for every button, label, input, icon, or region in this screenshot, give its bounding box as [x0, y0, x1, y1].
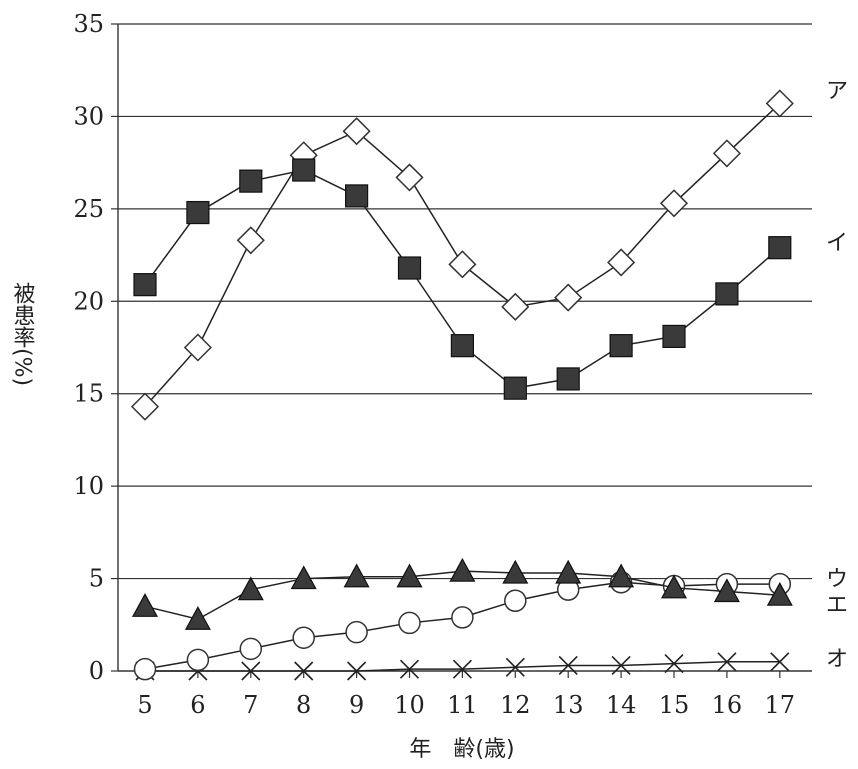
data-point — [501, 292, 530, 321]
data-point — [292, 626, 315, 649]
data-point — [183, 333, 212, 362]
y-tick-label: 15 — [73, 380, 104, 408]
data-point — [343, 563, 370, 588]
y-tick-label: 25 — [73, 195, 104, 223]
data-point — [342, 117, 371, 146]
data-point — [712, 139, 741, 168]
data-point — [664, 654, 684, 674]
series-4 — [131, 557, 793, 630]
data-point — [713, 578, 740, 603]
data-point — [611, 655, 631, 676]
data-point — [770, 652, 790, 672]
data-point — [766, 581, 793, 606]
series-3 — [133, 571, 792, 681]
data-point — [345, 184, 369, 208]
series-label: ウ — [826, 567, 848, 592]
x-tick-label: 8 — [296, 691, 311, 719]
data-point — [292, 158, 316, 182]
data-point — [131, 593, 159, 617]
x-tick-label: 6 — [190, 691, 205, 719]
data-point — [448, 250, 477, 279]
x-tick-label: 17 — [765, 691, 796, 719]
series-label: オ — [826, 647, 848, 672]
data-point — [556, 367, 580, 391]
data-point — [607, 248, 636, 277]
data-point — [399, 659, 420, 679]
series-group — [130, 89, 794, 681]
data-point — [715, 282, 739, 306]
series-2 — [133, 158, 792, 400]
data-point — [396, 563, 423, 588]
data-point — [452, 659, 472, 679]
x-tick-label: 13 — [553, 691, 584, 719]
data-point — [558, 655, 578, 676]
data-point — [237, 576, 264, 601]
data-point — [184, 605, 211, 630]
y-tick-label: 35 — [73, 10, 104, 38]
data-point — [502, 559, 529, 584]
data-point — [133, 657, 157, 681]
x-axis-label: 年 齢(歳) — [409, 737, 514, 762]
data-point — [717, 652, 737, 672]
data-point — [397, 256, 422, 280]
data-point — [504, 589, 527, 613]
y-tick-label: 0 — [89, 657, 104, 685]
data-point — [290, 565, 317, 590]
series-label: イ — [826, 231, 848, 256]
gridlines — [118, 23, 812, 580]
data-point — [294, 661, 314, 681]
y-tick-label: 20 — [73, 287, 104, 315]
y-tick-label: 10 — [73, 472, 104, 500]
series-1 — [130, 89, 794, 421]
data-point — [662, 324, 686, 349]
x-tick-label: 14 — [606, 691, 637, 719]
y-tick-labels: 0 5 10 15 20 25 30 35 — [73, 10, 104, 685]
data-point — [659, 189, 689, 218]
series-5 — [135, 652, 790, 681]
data-point — [505, 657, 525, 677]
data-point — [554, 283, 583, 312]
data-point — [186, 200, 210, 225]
x-tick-label: 12 — [500, 691, 531, 719]
data-point — [503, 376, 527, 400]
x-tick-label: 9 — [349, 691, 364, 719]
y-axis-label: 被患率(%) — [10, 282, 36, 386]
data-point — [450, 334, 474, 358]
data-point — [449, 557, 476, 582]
data-point — [395, 163, 424, 192]
data-point — [765, 89, 794, 118]
series-label: ア — [826, 79, 848, 104]
data-point — [345, 620, 368, 644]
data-point — [236, 226, 265, 255]
x-tick-label: 7 — [243, 691, 258, 719]
x-tick-labels: 5 6 7 8 9 10 11 12 13 14 15 16 17 — [137, 691, 795, 719]
y-tick-label: 30 — [73, 102, 104, 130]
data-point — [768, 236, 792, 260]
data-point — [239, 169, 263, 193]
data-point — [130, 392, 160, 421]
x-tick-label: 10 — [394, 691, 425, 719]
y-tick-label: 5 — [89, 565, 104, 593]
x-tick-label: 11 — [447, 691, 478, 719]
data-point — [186, 648, 210, 672]
data-point — [660, 574, 688, 599]
data-point — [451, 606, 474, 629]
x-tick-label: 16 — [712, 691, 743, 719]
data-point — [133, 273, 157, 297]
data-point — [608, 563, 635, 588]
series-label: エ — [826, 593, 848, 618]
x-tick-label: 15 — [659, 691, 690, 719]
data-point — [347, 661, 367, 681]
data-point — [609, 334, 633, 358]
x-tick-label: 5 — [137, 691, 152, 719]
data-point — [241, 661, 261, 681]
data-point — [398, 611, 421, 635]
data-point — [555, 559, 582, 584]
data-point — [239, 637, 263, 661]
